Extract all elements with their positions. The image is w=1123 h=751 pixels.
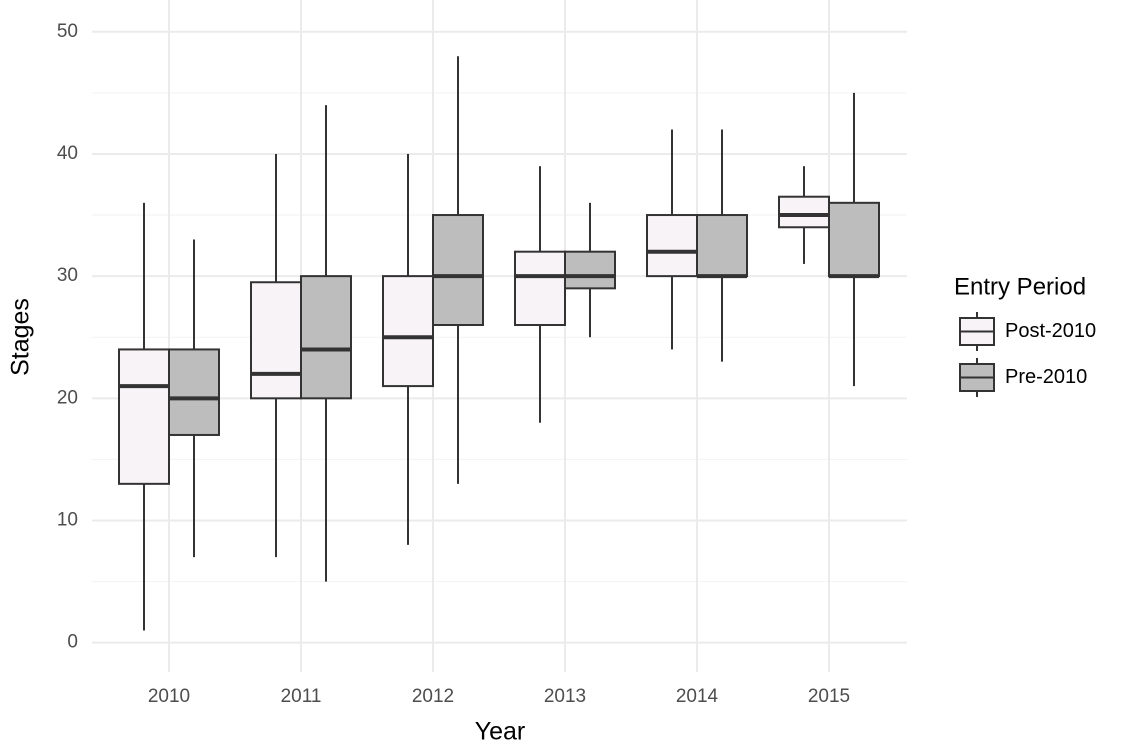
box — [382, 275, 434, 388]
x-axis-title: Year — [475, 718, 526, 746]
y-tick-label: 0 — [67, 632, 78, 653]
legend-label: Post-2010 — [1005, 320, 1096, 342]
box — [514, 250, 566, 327]
x-tick-label: 2013 — [544, 686, 586, 707]
box — [828, 201, 880, 278]
y-tick-label: 50 — [57, 21, 78, 42]
x-tick-label: 2015 — [808, 686, 850, 707]
y-tick-label: 10 — [57, 510, 78, 531]
box — [696, 214, 748, 278]
legend-label: Pre-2010 — [1005, 366, 1087, 388]
x-tick-label: 2012 — [412, 686, 454, 707]
box — [432, 214, 484, 327]
box — [300, 275, 352, 400]
box — [250, 281, 302, 400]
x-tick-label: 2011 — [281, 686, 322, 707]
box — [118, 348, 170, 485]
box — [646, 214, 698, 278]
x-tick-label: 2014 — [676, 686, 719, 707]
y-tick-label: 30 — [57, 265, 78, 286]
y-axis-title: Stages — [7, 298, 35, 376]
y-tick-label: 40 — [57, 143, 78, 164]
box — [778, 195, 830, 229]
box — [564, 250, 616, 290]
x-tick-label: 2010 — [148, 686, 190, 707]
legend-title: Entry Period — [954, 273, 1086, 300]
box — [168, 348, 220, 436]
y-tick-label: 20 — [57, 387, 78, 408]
